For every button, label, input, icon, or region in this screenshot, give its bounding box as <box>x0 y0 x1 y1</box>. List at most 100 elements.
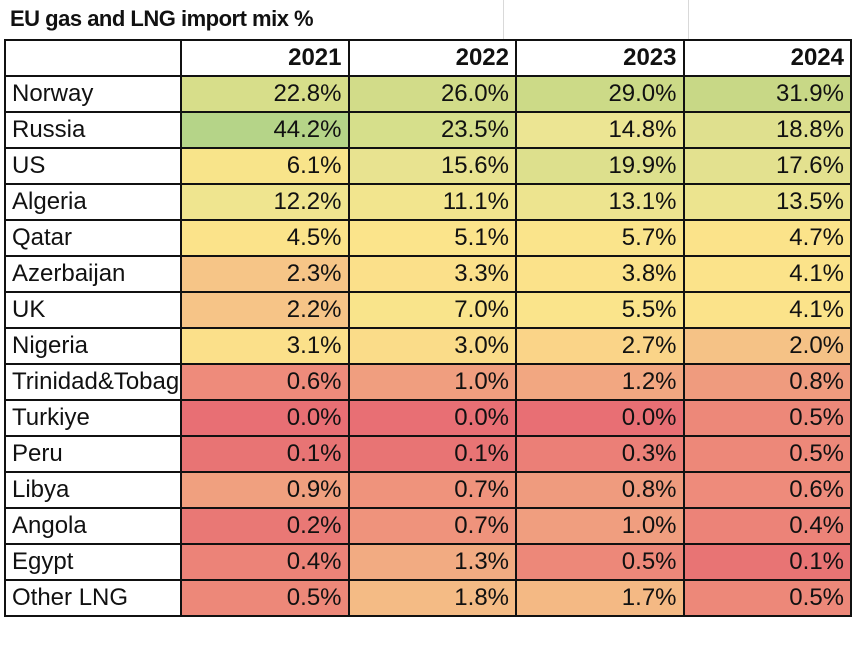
value-cell[interactable]: 0.5% <box>682 435 852 473</box>
country-cell[interactable]: US <box>4 147 182 185</box>
value-cell[interactable]: 0.4% <box>682 507 852 545</box>
value-cell[interactable]: 1.0% <box>515 507 685 545</box>
value-cell[interactable]: 44.2% <box>180 111 350 149</box>
value-cell[interactable]: 15.6% <box>347 147 517 185</box>
value-cell[interactable]: 13.5% <box>682 183 852 221</box>
value-cell[interactable]: 0.4% <box>180 543 350 581</box>
value-cell[interactable]: 4.1% <box>682 255 852 293</box>
value-cell[interactable]: 12.2% <box>180 183 350 221</box>
value-cell[interactable]: 4.7% <box>682 219 852 257</box>
table-row: Norway 22.8% 26.0% 29.0% 31.9% <box>4 75 852 113</box>
table-row: Turkiye 0.0% 0.0% 0.0% 0.5% <box>4 399 852 437</box>
value-cell[interactable]: 0.3% <box>515 435 685 473</box>
table-row: Algeria 12.2% 11.1% 13.1% 13.5% <box>4 183 852 221</box>
value-cell[interactable]: 18.8% <box>682 111 852 149</box>
table-row: Azerbaijan 2.3% 3.3% 3.8% 4.1% <box>4 255 852 293</box>
value-cell[interactable]: 0.1% <box>180 435 350 473</box>
country-cell[interactable]: Libya <box>4 471 182 509</box>
country-cell[interactable]: Azerbaijan <box>4 255 182 293</box>
table-row: Nigeria 3.1% 3.0% 2.7% 2.0% <box>4 327 852 365</box>
table-body: Norway 22.8% 26.0% 29.0% 31.9% Russia 44.2% 23.… <box>4 75 852 617</box>
country-cell[interactable]: Algeria <box>4 183 182 221</box>
country-cell[interactable]: Turkiye <box>4 399 182 437</box>
value-cell[interactable]: 0.0% <box>180 399 350 437</box>
country-cell[interactable]: Nigeria <box>4 327 182 365</box>
value-cell[interactable]: 22.8% <box>180 75 350 113</box>
value-cell[interactable]: 1.8% <box>347 579 517 617</box>
value-cell[interactable]: 0.6% <box>682 471 852 509</box>
header-corner[interactable] <box>4 39 182 77</box>
year-header[interactable]: 2024 <box>682 39 852 77</box>
value-cell[interactable]: 2.3% <box>180 255 350 293</box>
country-cell[interactable]: Egypt <box>4 543 182 581</box>
country-cell[interactable]: Peru <box>4 435 182 473</box>
country-cell[interactable]: Norway <box>4 75 182 113</box>
country-cell[interactable]: Other LNG <box>4 579 182 617</box>
value-cell[interactable]: 7.0% <box>347 291 517 329</box>
table-row: Other LNG 0.5% 1.8% 1.7% 0.5% <box>4 579 852 617</box>
header-row: 2021 2022 2023 2024 <box>4 39 852 77</box>
value-cell[interactable]: 5.1% <box>347 219 517 257</box>
country-cell[interactable]: Qatar <box>4 219 182 257</box>
value-cell[interactable]: 3.0% <box>347 327 517 365</box>
value-cell[interactable]: 19.9% <box>515 147 685 185</box>
value-cell[interactable]: 0.5% <box>682 399 852 437</box>
country-cell[interactable]: Angola <box>4 507 182 545</box>
country-cell[interactable]: UK <box>4 291 182 329</box>
value-cell[interactable]: 4.5% <box>180 219 350 257</box>
table-row: Peru 0.1% 0.1% 0.3% 0.5% <box>4 435 852 473</box>
chart-title: EU gas and LNG import mix % <box>10 6 314 31</box>
table-row: Russia 44.2% 23.5% 14.8% 18.8% <box>4 111 852 149</box>
value-cell[interactable]: 23.5% <box>347 111 517 149</box>
value-cell[interactable]: 0.9% <box>180 471 350 509</box>
value-cell[interactable]: 3.8% <box>515 255 685 293</box>
import-mix-table: 2021 2022 2023 2024 Norway 22.8% 26.0% 29.0… <box>4 39 852 617</box>
spreadsheet: EU gas and LNG import mix % 2021 2022 20… <box>4 0 852 617</box>
value-cell[interactable]: 1.2% <box>515 363 685 401</box>
value-cell[interactable]: 17.6% <box>682 147 852 185</box>
gridline <box>688 0 689 39</box>
value-cell[interactable]: 31.9% <box>682 75 852 113</box>
year-header[interactable]: 2023 <box>515 39 685 77</box>
value-cell[interactable]: 0.5% <box>515 543 685 581</box>
table-row: Angola 0.2% 0.7% 1.0% 0.4% <box>4 507 852 545</box>
value-cell[interactable]: 0.5% <box>180 579 350 617</box>
value-cell[interactable]: 1.3% <box>347 543 517 581</box>
value-cell[interactable]: 5.7% <box>515 219 685 257</box>
table-row: Libya 0.9% 0.7% 0.8% 0.6% <box>4 471 852 509</box>
value-cell[interactable]: 3.1% <box>180 327 350 365</box>
value-cell[interactable]: 0.8% <box>515 471 685 509</box>
value-cell[interactable]: 0.1% <box>682 543 852 581</box>
table-row: US 6.1% 15.6% 19.9% 17.6% <box>4 147 852 185</box>
value-cell[interactable]: 1.0% <box>347 363 517 401</box>
value-cell[interactable]: 26.0% <box>347 75 517 113</box>
country-cell[interactable]: Russia <box>4 111 182 149</box>
value-cell[interactable]: 0.8% <box>682 363 852 401</box>
value-cell[interactable]: 0.1% <box>347 435 517 473</box>
value-cell[interactable]: 13.1% <box>515 183 685 221</box>
value-cell[interactable]: 0.5% <box>682 579 852 617</box>
country-cell[interactable]: Trinidad&Tobago <box>4 363 182 401</box>
value-cell[interactable]: 2.0% <box>682 327 852 365</box>
value-cell[interactable]: 0.0% <box>347 399 517 437</box>
value-cell[interactable]: 0.7% <box>347 507 517 545</box>
table-row: Trinidad&Tobago 0.6% 1.0% 1.2% 0.8% <box>4 363 852 401</box>
value-cell[interactable]: 5.5% <box>515 291 685 329</box>
value-cell[interactable]: 0.2% <box>180 507 350 545</box>
value-cell[interactable]: 11.1% <box>347 183 517 221</box>
value-cell[interactable]: 3.3% <box>347 255 517 293</box>
year-header[interactable]: 2022 <box>347 39 517 77</box>
value-cell[interactable]: 1.7% <box>515 579 685 617</box>
table-row: UK 2.2% 7.0% 5.5% 4.1% <box>4 291 852 329</box>
value-cell[interactable]: 29.0% <box>515 75 685 113</box>
value-cell[interactable]: 6.1% <box>180 147 350 185</box>
value-cell[interactable]: 14.8% <box>515 111 685 149</box>
value-cell[interactable]: 4.1% <box>682 291 852 329</box>
title-row: EU gas and LNG import mix % <box>4 0 850 39</box>
value-cell[interactable]: 2.7% <box>515 327 685 365</box>
value-cell[interactable]: 0.7% <box>347 471 517 509</box>
year-header[interactable]: 2021 <box>180 39 350 77</box>
value-cell[interactable]: 2.2% <box>180 291 350 329</box>
value-cell[interactable]: 0.6% <box>180 363 350 401</box>
value-cell[interactable]: 0.0% <box>515 399 685 437</box>
